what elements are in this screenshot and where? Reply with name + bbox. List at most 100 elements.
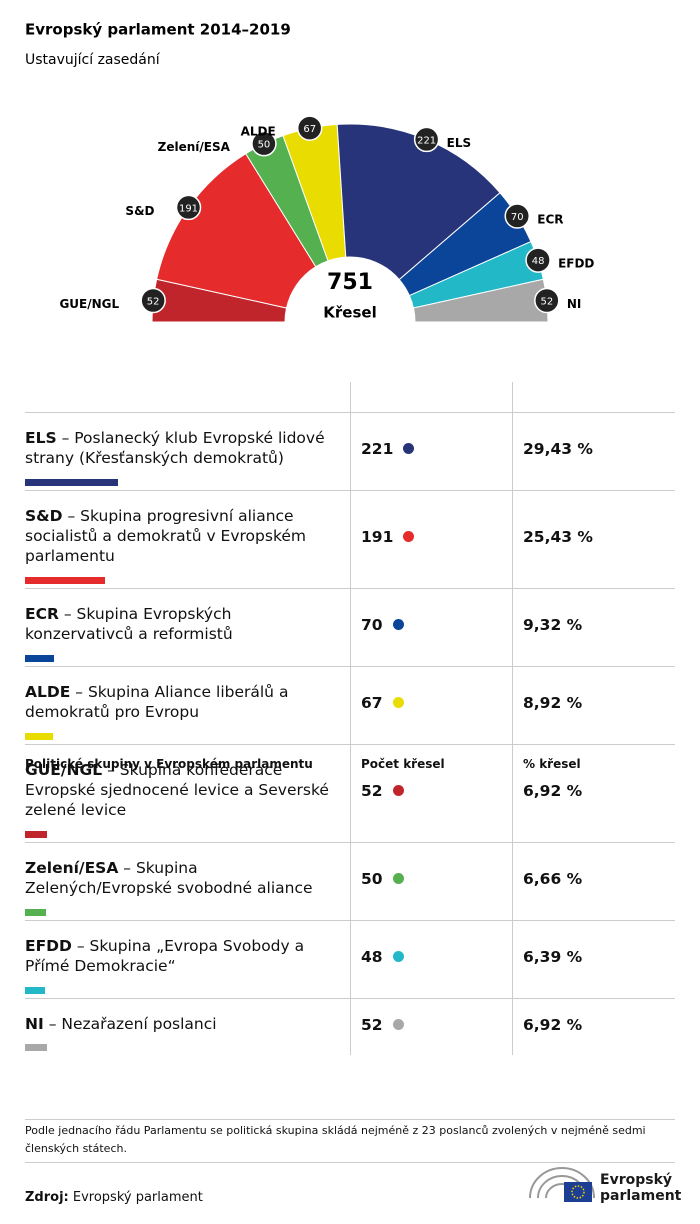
total-label: Křesel [323, 304, 376, 322]
segment-label: GUE/NGL [59, 297, 119, 311]
share-cell: 29,43 % [523, 440, 593, 458]
seats-dot [392, 697, 404, 708]
value-bubble [140, 287, 166, 314]
seats-value: 70 [361, 616, 383, 634]
group-cell: ECR – Skupina Evropských konzervativců a… [25, 604, 343, 644]
source-text: Evropský parlament [72, 1190, 203, 1205]
value-bubble [175, 194, 202, 221]
table: Politické skupiny v Evropském parlamentu… [0, 370, 700, 1070]
seats-cell: 70 [361, 615, 404, 635]
group-cell: Zelení/ESA – Skupina Zelených/Evropské s… [25, 858, 343, 898]
seats-bar [25, 577, 106, 584]
column-separator [350, 382, 351, 1055]
seats-cell: 48 [361, 947, 404, 967]
segment-label: ALDE [241, 125, 276, 139]
group-cell: ELS – Poslanecký klub Evropské lidové st… [25, 428, 343, 468]
seats-value: 67 [361, 694, 383, 712]
share-cell: 6,92 % [523, 1015, 583, 1034]
logo-line: parlament [600, 1188, 682, 1204]
chart-title: Evropský parlament 2014–2019 [25, 21, 291, 39]
group-abbr: S&D [25, 507, 63, 525]
seats-value: 221 [361, 440, 394, 458]
group-abbr: ALDE [25, 683, 71, 701]
logo-line: Evropský [600, 1172, 673, 1188]
logo-icon [529, 1167, 595, 1202]
chart: Evropský parlament 2014–2019 Ustavující … [25, 21, 594, 323]
column-separator [512, 382, 513, 1055]
seats-dot [392, 951, 404, 962]
seats-value: 191 [361, 528, 394, 546]
source: Zdroj: Evropský parlament [25, 1190, 203, 1205]
seats-cell: 67 [361, 693, 404, 713]
group-cell: S&D – Skupina progresivní aliance social… [25, 506, 343, 566]
seat-segment [156, 152, 317, 309]
seats-bar [25, 909, 46, 916]
seats-cell: 221 [361, 439, 415, 459]
footnote: Podle jednacího řádu Parlamentu se polit… [25, 1119, 675, 1163]
seats-value: 48 [361, 948, 383, 966]
seats-bar [25, 733, 54, 740]
value-bubble [413, 126, 440, 153]
logo-text: Evropský parlament [600, 1172, 681, 1204]
share-cell: 6,92 % [523, 782, 583, 800]
value-bubble [534, 287, 560, 314]
value-bubble [504, 203, 531, 229]
header-cell: % křesel [523, 757, 581, 771]
group-desc: – Poslanecký klub Evropské lidové strany… [25, 429, 325, 467]
value-bubble [251, 130, 277, 157]
seats-dot [403, 443, 415, 454]
group-cell: NI – Nezařazení poslanci [25, 1014, 343, 1034]
seats-value: 52 [361, 782, 383, 800]
seats-cell: 52 [361, 1015, 404, 1035]
share-cell: 6,39 % [523, 948, 583, 966]
group-cell: ALDE – Skupina Aliance liberálů a demokr… [25, 682, 343, 722]
seats-bar [25, 479, 118, 486]
seats-cell: 50 [361, 869, 404, 889]
value-label: 48 [532, 256, 545, 267]
seats-dot [392, 1018, 404, 1030]
group-desc: – Skupina progresivní aliance socialistů… [25, 507, 307, 565]
seats-bar [25, 1044, 47, 1051]
header-cell: Počet křesel [361, 757, 445, 771]
share-cell: 8,92 % [523, 694, 583, 712]
share-cell: 25,43 % [523, 528, 593, 546]
seats-dot [392, 619, 404, 630]
group-abbr: Zelení/ESA [25, 859, 119, 877]
seats-bar [25, 831, 47, 838]
segment-label: EFDD [558, 257, 594, 271]
group-cell: EFDD – Skupina „Evropa Svobody a Přímé D… [25, 936, 343, 976]
seats-value: 50 [361, 870, 383, 888]
value-bubble [525, 247, 551, 273]
segment-label: Zelení/ESA [158, 140, 231, 154]
group-desc: – Skupina Evropských konzervativců a ref… [25, 605, 233, 643]
value-bubble [296, 115, 323, 141]
source-label: Zdroj: [25, 1190, 69, 1205]
group-abbr: GUE/NGL [25, 761, 103, 779]
value-label: 52 [540, 297, 553, 308]
group-desc: – Skupina „Evropa Svobody a Přímé Demokr… [25, 937, 305, 975]
seats-cell: 191 [361, 527, 415, 547]
seats-cell: 52 [361, 781, 404, 801]
group-desc: – Skupina konfederace Evropské sjednocen… [25, 761, 329, 819]
group-abbr: ECR [25, 605, 59, 623]
segment-label: ELS [447, 136, 472, 150]
value-label: 191 [179, 203, 198, 214]
group-cell: GUE/NGL – Skupina konfederace Evropské s… [25, 760, 343, 820]
group-abbr: EFDD [25, 937, 72, 955]
group-desc: – Skupina Zelených/Evropské svobodné ali… [25, 859, 313, 897]
share-cell: 6,66 % [523, 870, 583, 888]
segment-label: ECR [537, 213, 563, 227]
seats-bar [25, 987, 46, 994]
group-desc: – Skupina Aliance liberálů a demokratů p… [25, 683, 289, 721]
seats-dot [392, 873, 404, 884]
value-label: 67 [303, 124, 316, 135]
value-label: 221 [417, 135, 436, 146]
value-label: 50 [258, 140, 271, 151]
group-desc: – Nezařazení poslanci [48, 1015, 217, 1033]
seats-dot [392, 785, 404, 796]
segment-label: S&D [125, 204, 154, 218]
seat-segment [336, 123, 501, 281]
header-cell: Politické skupiny v Evropském parlamentu [25, 757, 313, 771]
group-abbr: NI [25, 1015, 44, 1033]
